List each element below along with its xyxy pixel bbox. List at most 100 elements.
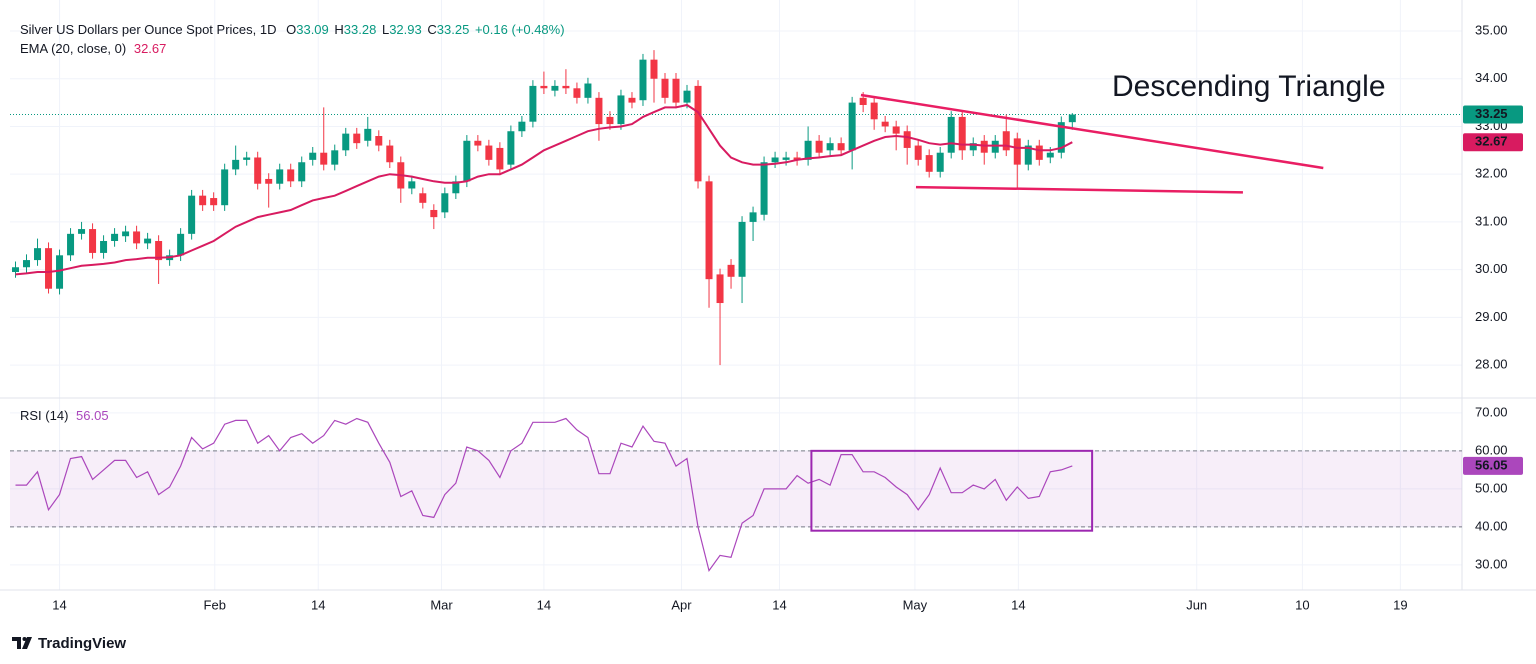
x-tick-label: Feb — [204, 597, 226, 612]
y-tick-label: 31.00 — [1475, 213, 1508, 228]
ohlc-value: 33.25 — [437, 22, 470, 37]
candle-body — [617, 95, 625, 125]
candle-body — [89, 229, 97, 253]
rsi-band-fill — [10, 450, 1462, 527]
plot-layer: 14 Feb 14 Mar 14 Apr 14 May 14 Jun 10 19 28.00 29.00 3… — [0, 0, 1536, 612]
rsi-y-tick-label: 60.00 — [1475, 442, 1508, 457]
candle-body — [155, 240, 163, 261]
candle-body — [837, 143, 845, 151]
candle-body — [848, 102, 856, 151]
candle-body — [551, 85, 559, 91]
candle-body — [67, 233, 75, 256]
candle-body — [925, 155, 933, 172]
candle-body — [122, 231, 130, 237]
y-tick-label: 35.00 — [1475, 22, 1508, 37]
ohlc-label: C — [427, 22, 436, 37]
candle-body — [199, 195, 207, 206]
candle-body — [1002, 131, 1010, 151]
price-badge: 33.25 — [1475, 106, 1508, 121]
candle-body — [947, 116, 955, 153]
annotation: Descending Triangle — [1112, 70, 1386, 103]
candle-body — [144, 238, 152, 244]
candle-body — [364, 128, 372, 141]
candle-body — [430, 209, 438, 218]
x-tick-label: 14 — [1011, 597, 1025, 612]
ohlc-label: L — [382, 22, 389, 37]
x-tick-label: 14 — [537, 597, 551, 612]
ohlc-value: 32.93 — [389, 22, 422, 37]
candle-body — [12, 267, 20, 273]
candle-body — [342, 133, 350, 151]
rsi-value: 56.05 — [76, 408, 109, 423]
rsi-box — [810, 449, 1094, 532]
candle-body — [815, 140, 823, 153]
candle-body — [353, 133, 361, 144]
candle-body — [540, 85, 548, 89]
trendline — [860, 93, 1324, 170]
rsi-badge: 56.05 — [1475, 457, 1508, 472]
candle-body — [1046, 152, 1054, 158]
candle-body — [859, 97, 867, 105]
y-tick-label: 29.00 — [1475, 309, 1508, 324]
candle-body — [639, 59, 647, 101]
candle-body — [991, 140, 999, 153]
x-tick-label: 10 — [1295, 597, 1309, 612]
candle-body — [463, 140, 471, 182]
candle-body — [56, 255, 64, 289]
candle-body — [441, 193, 449, 213]
x-tick-label: 14 — [772, 597, 786, 612]
candle-body — [221, 169, 229, 206]
ohlc-value: 33.28 — [344, 22, 377, 37]
candle-body — [628, 97, 636, 103]
candle-body — [485, 145, 493, 160]
candle-body — [826, 143, 834, 151]
candle-body — [969, 143, 977, 151]
candle-body — [474, 140, 482, 146]
x-tick-label: Apr — [671, 597, 692, 612]
x-tick-label: Jun — [1186, 597, 1207, 612]
rsi-y-tick-label: 40.00 — [1475, 518, 1508, 533]
candle-body — [903, 131, 911, 148]
ohlc-label: H — [334, 22, 343, 37]
candle-body — [1057, 122, 1065, 153]
candle-body — [782, 157, 790, 160]
candle-body — [111, 233, 119, 241]
candle-body — [232, 159, 240, 170]
candle-body — [78, 229, 86, 234]
x-tick-label: May — [903, 597, 928, 612]
candle-body — [1068, 114, 1076, 123]
candle-body — [881, 121, 889, 127]
candle-body — [705, 181, 713, 280]
candle-body — [276, 169, 284, 184]
rsi-name: RSI (14) — [20, 408, 68, 423]
y-tick-label: 34.00 — [1475, 70, 1508, 85]
candle-body — [254, 157, 262, 184]
candle-body — [1035, 145, 1043, 160]
ema-legend: EMA (20, close, 0) 32.67 — [20, 41, 166, 56]
candle-body — [45, 248, 53, 289]
candle-body — [34, 248, 42, 261]
candle-body — [375, 136, 383, 146]
candle-body — [606, 116, 614, 125]
candle-body — [562, 85, 570, 89]
rsi-legend: RSI (14) 56.05 — [20, 408, 109, 423]
logo-text: TradingView — [38, 635, 126, 652]
candle-body — [936, 152, 944, 172]
price-badge-bg — [1463, 105, 1523, 124]
candle-body — [738, 221, 746, 277]
candle-body — [386, 145, 394, 163]
rsi-line — [15, 417, 1073, 572]
rsi-y-tick-label: 50.00 — [1475, 480, 1508, 495]
candle-body — [100, 240, 108, 253]
candle-body — [529, 85, 537, 122]
logo: TradingView — [12, 635, 126, 652]
candle-body — [650, 59, 658, 79]
candle-body — [507, 131, 515, 165]
legend-header: Silver US Dollars per Ounce Spot Prices,… — [20, 22, 565, 37]
candle-body — [716, 274, 724, 304]
candle-body — [760, 162, 768, 215]
candle-body — [914, 145, 922, 160]
candle-body — [727, 264, 735, 277]
candle-body — [518, 121, 526, 132]
candle-body — [452, 181, 460, 194]
